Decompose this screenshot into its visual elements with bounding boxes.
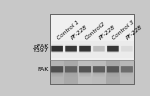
FancyBboxPatch shape	[79, 46, 91, 52]
Text: PF-228: PF-228	[126, 24, 144, 40]
FancyBboxPatch shape	[64, 60, 78, 84]
Text: Control2: Control2	[84, 20, 106, 40]
FancyBboxPatch shape	[93, 71, 104, 74]
FancyBboxPatch shape	[107, 66, 119, 72]
FancyBboxPatch shape	[52, 71, 63, 74]
Text: Control 3: Control 3	[112, 19, 136, 40]
FancyBboxPatch shape	[78, 60, 92, 84]
FancyBboxPatch shape	[50, 14, 134, 84]
FancyBboxPatch shape	[51, 46, 63, 52]
Text: Y397: Y397	[33, 48, 48, 53]
FancyBboxPatch shape	[50, 60, 64, 84]
Text: pFAK: pFAK	[33, 44, 48, 49]
FancyBboxPatch shape	[120, 60, 134, 84]
FancyBboxPatch shape	[80, 71, 90, 74]
FancyBboxPatch shape	[50, 41, 134, 58]
FancyBboxPatch shape	[79, 73, 91, 77]
Text: FAK: FAK	[37, 67, 48, 72]
FancyBboxPatch shape	[122, 66, 132, 70]
FancyBboxPatch shape	[65, 45, 77, 53]
FancyBboxPatch shape	[66, 71, 76, 74]
FancyBboxPatch shape	[108, 66, 118, 70]
FancyBboxPatch shape	[80, 66, 90, 70]
FancyBboxPatch shape	[79, 66, 91, 72]
FancyBboxPatch shape	[50, 60, 134, 84]
FancyBboxPatch shape	[94, 66, 104, 70]
FancyBboxPatch shape	[121, 46, 133, 52]
FancyBboxPatch shape	[107, 73, 119, 77]
Text: Control 1: Control 1	[56, 19, 80, 40]
FancyBboxPatch shape	[93, 73, 105, 77]
FancyBboxPatch shape	[66, 66, 76, 70]
FancyBboxPatch shape	[107, 46, 119, 52]
FancyBboxPatch shape	[107, 45, 119, 53]
FancyBboxPatch shape	[51, 66, 63, 72]
FancyBboxPatch shape	[65, 73, 77, 77]
FancyBboxPatch shape	[52, 66, 62, 70]
FancyBboxPatch shape	[107, 71, 118, 74]
FancyBboxPatch shape	[65, 46, 77, 52]
FancyBboxPatch shape	[79, 45, 91, 53]
FancyBboxPatch shape	[121, 71, 132, 74]
FancyBboxPatch shape	[93, 46, 105, 52]
FancyBboxPatch shape	[65, 66, 77, 72]
Text: PF-228: PF-228	[70, 24, 88, 40]
FancyBboxPatch shape	[93, 66, 105, 72]
FancyBboxPatch shape	[121, 73, 133, 77]
FancyBboxPatch shape	[51, 73, 63, 77]
FancyBboxPatch shape	[92, 60, 106, 84]
FancyBboxPatch shape	[51, 45, 63, 53]
FancyBboxPatch shape	[121, 66, 133, 72]
Text: PF-228: PF-228	[98, 24, 116, 40]
FancyBboxPatch shape	[106, 60, 120, 84]
